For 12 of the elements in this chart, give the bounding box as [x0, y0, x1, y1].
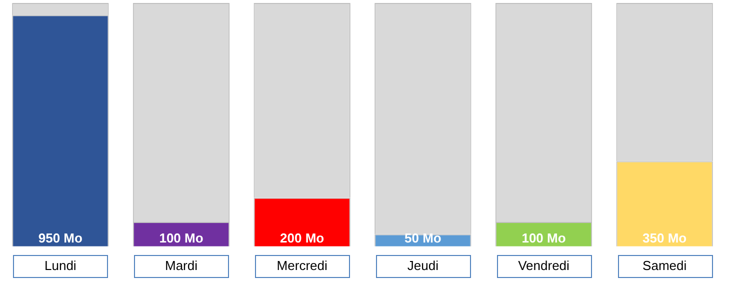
data-label: 50 Mo — [404, 230, 442, 246]
x-tick-label: Samedi — [642, 258, 687, 273]
data-label: 950 Mo — [38, 230, 83, 246]
x-tick-label: Jeudi — [407, 258, 439, 273]
x-tick-label: Mercredi — [276, 258, 328, 273]
x-tick-label: Mardi — [164, 258, 198, 273]
data-label: 100 Mo — [159, 230, 204, 246]
data-label: 200 Mo — [280, 230, 324, 246]
data-label: 350 Mo — [642, 230, 687, 246]
x-tick-label: Vendredi — [518, 258, 570, 273]
x-tick-label: Lundi — [44, 258, 76, 273]
data-label: 100 Mo — [522, 230, 566, 246]
